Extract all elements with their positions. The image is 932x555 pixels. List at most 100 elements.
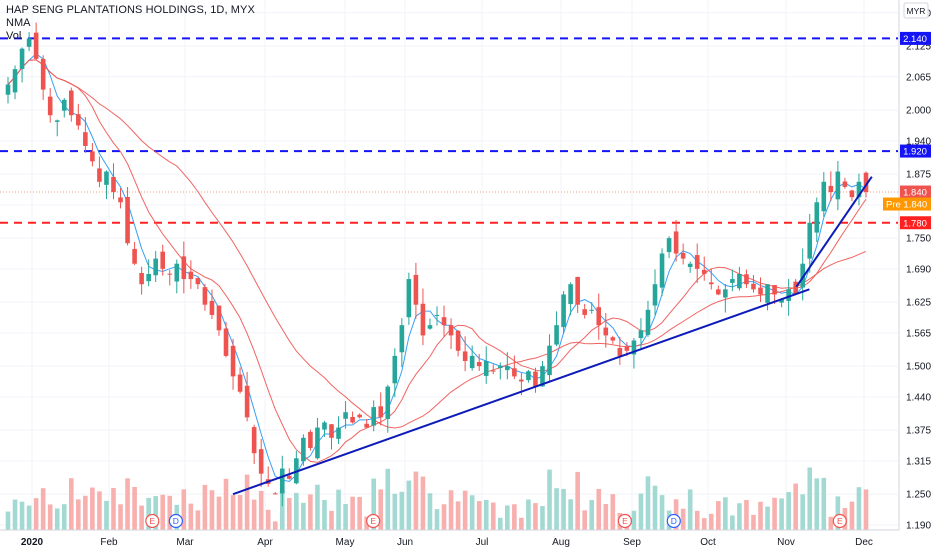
volume-bar <box>751 514 756 530</box>
volume-bar <box>125 478 130 530</box>
volume-bar <box>33 498 39 530</box>
candle-body <box>708 282 714 285</box>
volume-bar <box>47 504 53 530</box>
volume-bar <box>737 503 742 530</box>
candle-body <box>12 69 18 93</box>
price-axis[interactable]: 2.1902.1252.0652.0001.9401.8751.8151.750… <box>883 0 931 531</box>
trendlines[interactable] <box>232 176 873 496</box>
symbol-title[interactable]: HAP SENG PLANTATIONS HOLDINGS, 1D, MYX <box>6 4 255 16</box>
volume-bar <box>448 490 454 530</box>
volume-bar <box>716 501 721 530</box>
price-label-box[interactable] <box>900 185 931 199</box>
dividend-marker[interactable] <box>666 513 681 529</box>
volume-bar <box>195 510 201 530</box>
candle-body <box>786 289 791 301</box>
volume-bar <box>730 515 735 530</box>
volume-label[interactable]: Vol <box>6 30 22 42</box>
volume-bar <box>434 509 440 530</box>
volume-bar <box>469 495 475 530</box>
currency-badge[interactable] <box>903 2 929 19</box>
candle-body <box>617 348 623 356</box>
x-tick-label: May <box>336 537 355 548</box>
x-tick-label: Apr <box>257 537 273 548</box>
event-marker-label: D <box>671 516 677 526</box>
volume-bar <box>5 511 11 530</box>
volume-bar <box>814 478 820 530</box>
candle-body <box>631 340 637 355</box>
candle-body <box>575 277 580 305</box>
y-tick-label: 1.315 <box>906 456 931 467</box>
price-label-box[interactable] <box>900 31 931 45</box>
moving-averages <box>7 53 867 482</box>
trendline[interactable] <box>232 288 810 496</box>
grid <box>0 0 898 530</box>
candle-body <box>413 274 419 305</box>
volume-bar <box>258 490 264 530</box>
candle-body <box>835 171 841 200</box>
volume-bar <box>237 494 243 530</box>
candle-body <box>849 190 855 198</box>
volume-bar <box>603 503 609 530</box>
earnings-marker[interactable] <box>145 513 160 529</box>
candle-body <box>139 272 144 285</box>
candle-body <box>716 289 721 295</box>
dividend-marker[interactable] <box>168 513 183 529</box>
volume-bar <box>336 489 341 530</box>
volume-bar <box>561 489 566 530</box>
candle-body <box>828 185 834 193</box>
earnings-marker[interactable] <box>617 513 633 529</box>
volume-bar <box>83 495 88 530</box>
volume-bar <box>265 509 271 530</box>
volume-bar <box>772 497 777 530</box>
volume-bar <box>807 467 813 530</box>
indicator-label[interactable]: NMA <box>6 17 31 29</box>
volume-bar <box>181 489 187 530</box>
pre-market-label[interactable] <box>883 197 931 211</box>
candle-body <box>751 283 756 290</box>
y-tick-label: 1.250 <box>906 490 931 501</box>
trendline[interactable] <box>795 176 873 288</box>
candle-body <box>132 248 137 264</box>
price-label-box[interactable] <box>900 216 931 230</box>
volume-bar <box>765 506 770 530</box>
candle-body <box>76 114 81 126</box>
volume-bar <box>441 504 447 530</box>
volume-bar <box>202 484 208 530</box>
volume-bar <box>779 498 784 530</box>
price-label-box[interactable] <box>900 144 931 158</box>
event-marker-label: E <box>622 516 628 526</box>
time-axis[interactable]: 2020 Feb Mar Apr May Jun Jul Aug Sep Oct Nov Dec <box>0 529 899 548</box>
candle-body <box>666 238 672 253</box>
x-tick-label: Dec <box>855 537 873 548</box>
price-label-text: 1.780 <box>903 218 927 229</box>
horizontal-lines[interactable] <box>0 37 898 224</box>
earnings-marker[interactable] <box>832 513 847 529</box>
candle-body <box>526 371 531 381</box>
candle-body <box>519 379 524 382</box>
candle-body <box>723 289 728 298</box>
volume-bar <box>90 487 95 530</box>
candle-body <box>406 279 412 318</box>
volume-bar <box>596 488 602 530</box>
volume-bar <box>188 503 194 530</box>
earnings-marker[interactable] <box>366 513 381 529</box>
candles <box>5 22 869 507</box>
volume-bar <box>357 496 362 530</box>
x-tick-label: Feb <box>100 537 118 548</box>
volume-bar <box>540 506 545 530</box>
volume-bar <box>863 489 869 530</box>
volume-bar <box>413 471 419 530</box>
volume-bar <box>490 502 496 530</box>
candle-body <box>420 303 426 336</box>
volume-bar <box>483 499 489 530</box>
volume-bar <box>659 495 665 530</box>
candle-body <box>237 374 243 392</box>
candle-body <box>104 171 109 185</box>
ma-slow-line <box>7 59 867 429</box>
y-tick-label: 1.940 <box>906 136 931 147</box>
volume-bar <box>251 499 257 530</box>
y-tick-label: 1.690 <box>906 264 931 275</box>
